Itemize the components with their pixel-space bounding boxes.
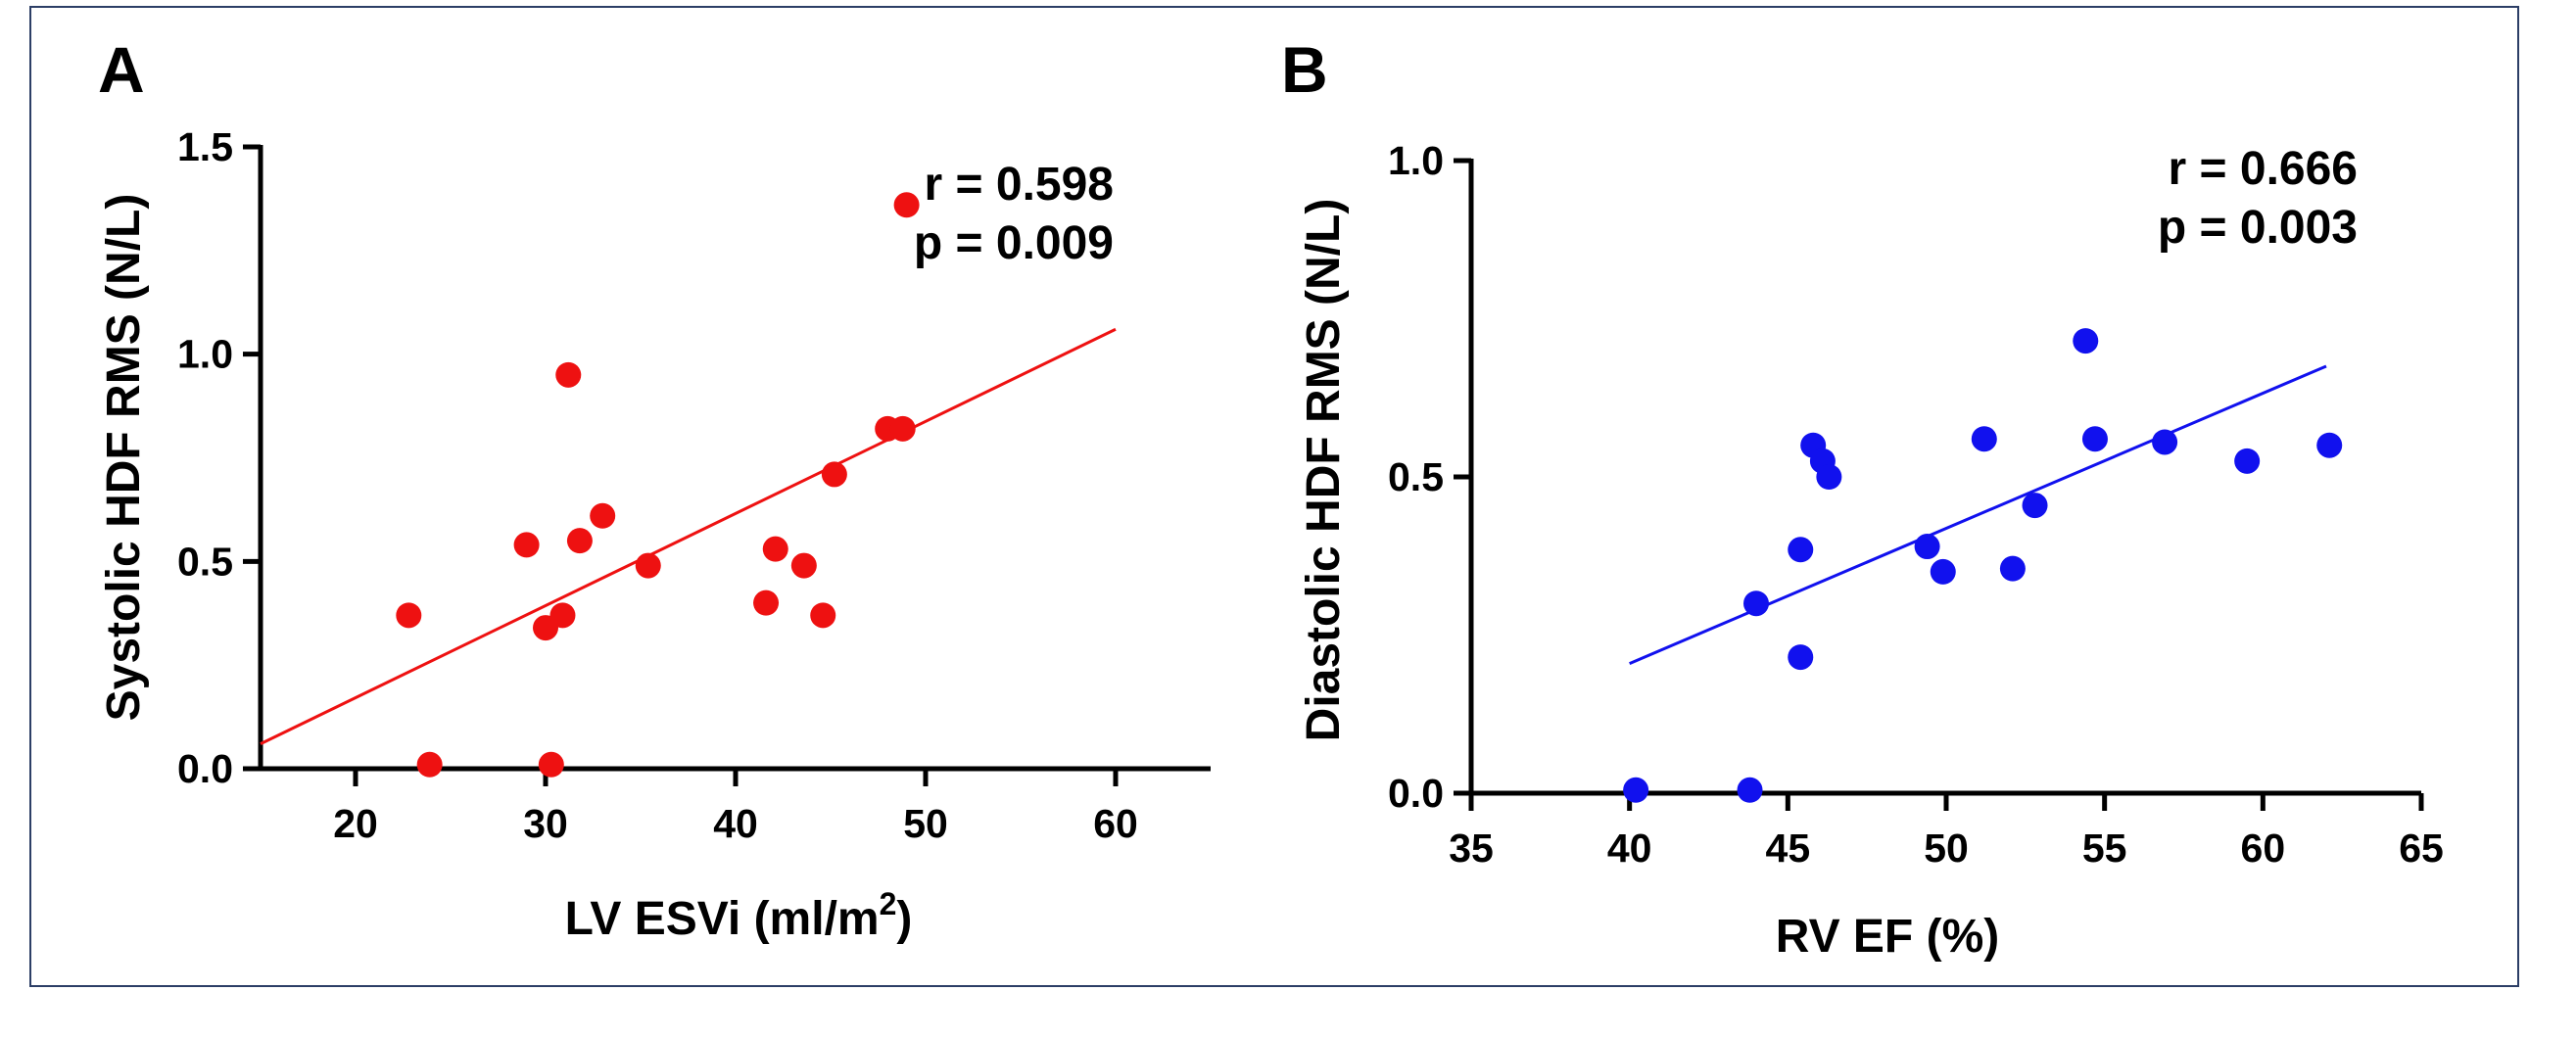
data-point [893, 192, 920, 218]
data-point [2081, 426, 2108, 452]
data-point [1999, 555, 2026, 582]
data-point [762, 536, 788, 562]
x-tick-label: 45 [1766, 826, 1811, 871]
y-tick-label: 0.0 [1388, 771, 1444, 816]
data-point [2022, 493, 2048, 519]
data-point [416, 751, 443, 778]
panel-a: A 0.0 0.5 1.0 1.5 20 30 40 50 60 LV ESVi (ml/m2) Sy… [98, 33, 1211, 945]
data-point [1737, 777, 1763, 803]
data-point [555, 361, 582, 388]
x-tick-label: 65 [2399, 826, 2444, 871]
x-tick-label: 60 [1093, 801, 1138, 846]
data-point [889, 415, 916, 442]
data-point [513, 532, 540, 558]
data-point [1930, 558, 1956, 585]
x-axis-title: RV EF (%) [1776, 911, 1999, 963]
panel-b: B 0.0 0.5 1.0 35 40 45 50 55 60 65 RV EF (%) Diastol… [1281, 33, 2444, 963]
data-point [2073, 328, 2099, 354]
p-value: p = 0.003 [2158, 202, 2358, 254]
data-point [1623, 777, 1649, 803]
y-tick-label: 0.0 [177, 746, 233, 791]
y-tick-label: 1.5 [177, 124, 233, 169]
data-point [396, 602, 422, 629]
x-tick-label: 50 [1924, 826, 1969, 871]
figure-canvas: A 0.0 0.5 1.0 1.5 20 30 40 50 60 LV ESVi (ml/m2) Sy… [98, 33, 2444, 963]
y-tick-label: 0.5 [1388, 454, 1444, 499]
data-point [1788, 537, 1814, 563]
data-point [2316, 432, 2343, 458]
x-axis-title-main: LV ESVi (ml/m [565, 893, 880, 945]
data-point [2152, 429, 2178, 455]
data-point [1816, 464, 1842, 490]
data-point [1743, 590, 1769, 617]
data-point [821, 461, 847, 488]
x-tick-label: 40 [1607, 826, 1652, 871]
y-tick-label: 1.0 [177, 332, 233, 377]
y-tick-label: 0.5 [177, 539, 233, 584]
x-axis-title-superscript: 2 [880, 886, 897, 921]
data-point [549, 602, 576, 629]
regression-line [260, 327, 1117, 745]
x-tick-label: 55 [2082, 826, 2127, 871]
x-tick-label: 60 [2241, 826, 2286, 871]
data-point [1971, 426, 1997, 452]
y-tick-label: 1.0 [1388, 138, 1444, 183]
correlation-r: r = 0.666 [2169, 143, 2359, 195]
data-point [810, 602, 836, 629]
x-tick-label: 40 [713, 801, 758, 846]
x-axis-title-suffix: ) [896, 893, 912, 945]
figure-frame: A 0.0 0.5 1.0 1.5 20 30 40 50 60 LV ESVi (ml/m2) Sy… [29, 6, 2519, 987]
x-axis-title-main: RV EF (%) [1776, 911, 1999, 963]
data-point [538, 751, 564, 778]
p-value: p = 0.009 [914, 217, 1114, 269]
data-point [753, 590, 780, 616]
x-tick-label: 30 [523, 801, 568, 846]
data-point [2234, 448, 2261, 474]
x-tick-label: 20 [333, 801, 378, 846]
data-point [590, 502, 616, 529]
x-axis-title: LV ESVi (ml/m2) [565, 886, 913, 945]
y-axis-title: Systolic HDF RMS (N/L) [98, 194, 150, 722]
data-point [635, 552, 661, 579]
y-axis-title: Diastolic HDF RMS (N/L) [1298, 199, 1350, 742]
correlation-r: r = 0.598 [925, 159, 1115, 211]
regression-line [1629, 364, 2327, 665]
data-point [790, 552, 817, 579]
panel-letter: A [98, 33, 145, 106]
data-point [566, 528, 593, 554]
data-point [1788, 644, 1814, 671]
x-tick-label: 35 [1449, 826, 1494, 871]
x-tick-label: 50 [903, 801, 948, 846]
panel-letter: B [1281, 33, 1328, 106]
data-point [1914, 534, 1940, 560]
